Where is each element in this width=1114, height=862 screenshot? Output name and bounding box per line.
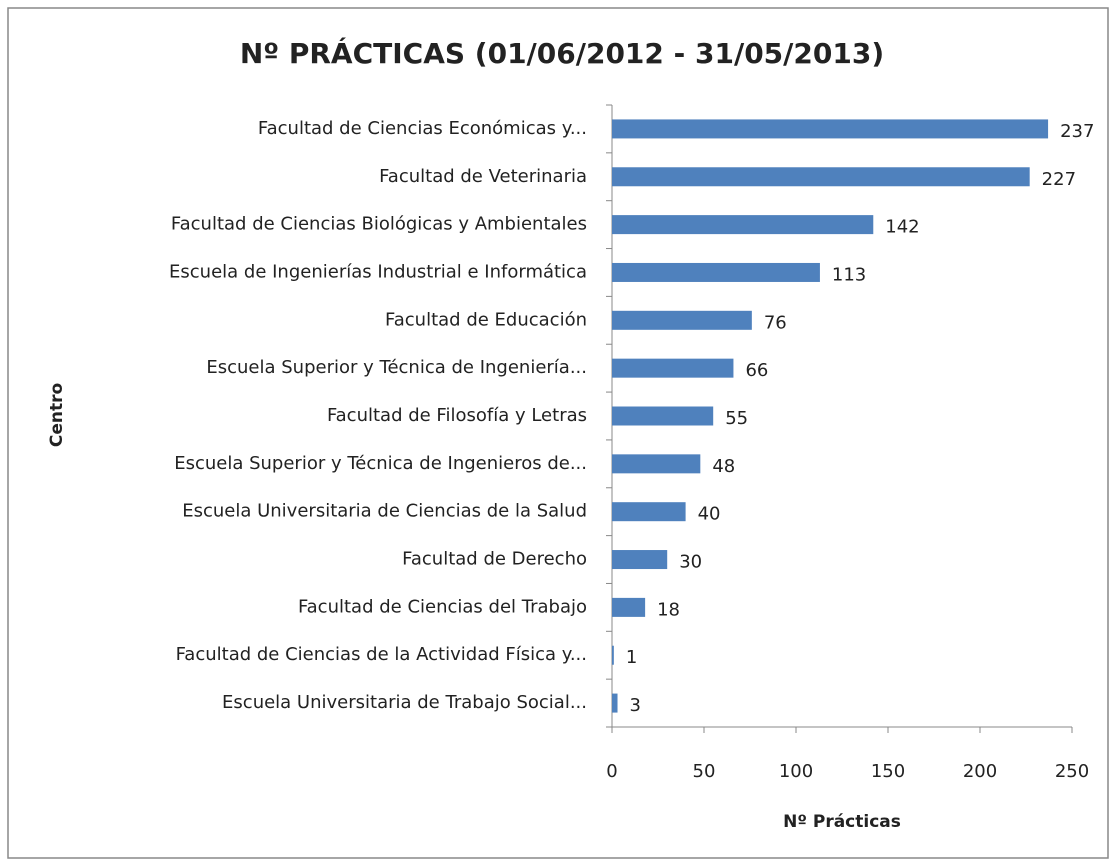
x-axis-title: Nº Prácticas bbox=[783, 812, 901, 832]
data-label: 1 bbox=[626, 647, 637, 668]
data-label: 142 bbox=[885, 217, 919, 238]
y-tick-label: Facultad de Ciencias de la Actividad Fís… bbox=[176, 644, 587, 665]
x-tick-label: 150 bbox=[871, 761, 905, 782]
y-tick-label: Facultad de Ciencias Económicas y... bbox=[258, 118, 587, 139]
y-tick-label: Escuela Universitaria de Ciencias de la … bbox=[182, 501, 587, 522]
bar bbox=[612, 215, 874, 235]
y-tick-label: Facultad de Veterinaria bbox=[379, 166, 587, 187]
bar bbox=[612, 693, 618, 713]
bar bbox=[612, 454, 701, 474]
y-tick-label: Facultad de Filosofía y Letras bbox=[327, 405, 587, 426]
chart-title: Nº PRÁCTICAS (01/06/2012 - 31/05/2013) bbox=[240, 36, 884, 70]
bar bbox=[612, 502, 686, 522]
y-tick-label: Facultad de Ciencias del Trabajo bbox=[298, 596, 587, 617]
data-label: 48 bbox=[712, 456, 735, 477]
y-tick-label: Escuela de Ingenierías Industrial e Info… bbox=[169, 261, 587, 282]
bar bbox=[612, 310, 752, 330]
bar bbox=[612, 550, 668, 570]
y-tick-label: Facultad de Educación bbox=[385, 309, 587, 330]
data-label: 55 bbox=[725, 408, 748, 429]
data-label: 227 bbox=[1042, 169, 1076, 190]
bar bbox=[612, 406, 714, 426]
data-label: 113 bbox=[832, 264, 866, 285]
x-tick-label: 0 bbox=[606, 761, 617, 782]
data-label: 40 bbox=[698, 504, 721, 525]
x-tick-label: 200 bbox=[963, 761, 997, 782]
chart-frame bbox=[7, 7, 1109, 859]
bar bbox=[612, 358, 734, 378]
x-tick-label: 250 bbox=[1055, 761, 1089, 782]
bar bbox=[612, 597, 646, 617]
bar bbox=[612, 645, 614, 665]
x-tick-label: 100 bbox=[779, 761, 813, 782]
y-tick-label: Escuela Superior y Técnica de Ingeniería… bbox=[206, 357, 587, 378]
bar bbox=[612, 167, 1030, 187]
data-label: 18 bbox=[657, 599, 680, 620]
bar bbox=[612, 262, 820, 282]
y-tick-label: Facultad de Derecho bbox=[402, 549, 587, 570]
y-tick-label: Escuela Superior y Técnica de Ingenieros… bbox=[174, 453, 587, 474]
data-label: 237 bbox=[1060, 121, 1094, 142]
data-label: 3 bbox=[630, 695, 641, 716]
y-axis-title: Centro bbox=[47, 383, 67, 447]
x-tick-label: 50 bbox=[693, 761, 716, 782]
y-tick-label: Facultad de Ciencias Biológicas y Ambien… bbox=[171, 214, 587, 235]
data-label: 76 bbox=[764, 312, 787, 333]
data-label: 66 bbox=[745, 360, 768, 381]
bar bbox=[612, 119, 1049, 139]
y-tick-label: Escuela Universitaria de Trabajo Social.… bbox=[222, 692, 587, 713]
data-label: 30 bbox=[679, 552, 702, 573]
